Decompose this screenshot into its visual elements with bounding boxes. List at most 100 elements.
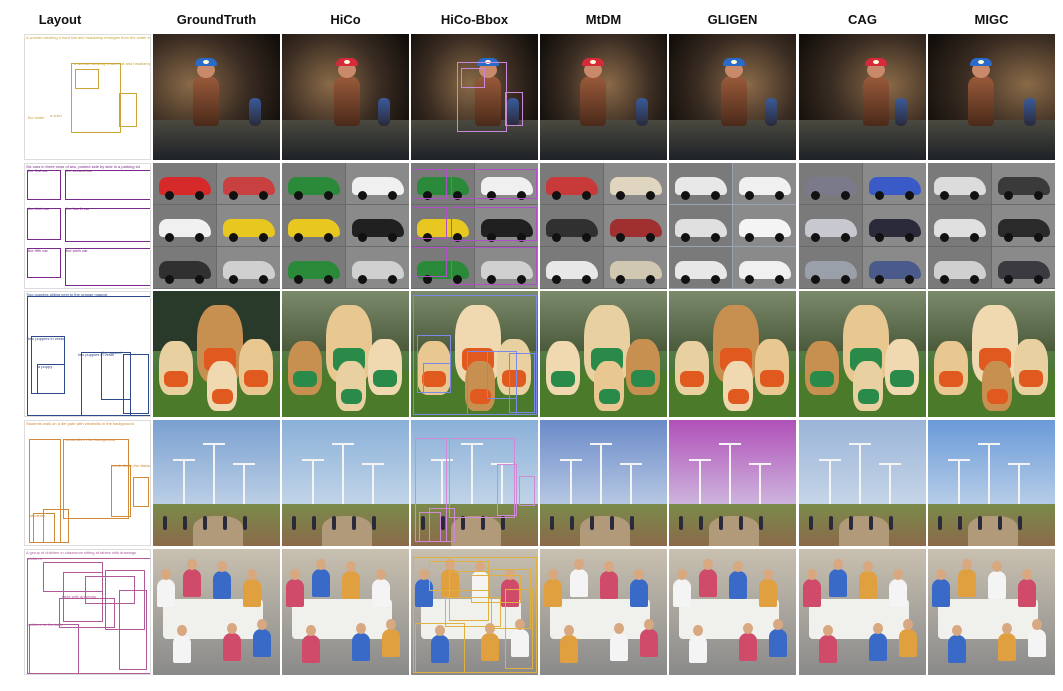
child-head <box>227 623 237 634</box>
layout-box <box>63 439 129 519</box>
wheel <box>711 275 720 284</box>
windmill-tower <box>729 444 731 504</box>
student <box>223 516 227 530</box>
car-body <box>546 261 598 279</box>
child <box>869 633 887 661</box>
child-head <box>386 619 396 630</box>
layout-box-label: a woman wearing a hard hat and headlamp <box>74 61 151 66</box>
child <box>223 633 241 661</box>
layout-box <box>111 465 131 517</box>
windmill-tower <box>958 460 960 504</box>
child <box>1018 579 1036 607</box>
windmill-tower <box>699 460 701 504</box>
child-head <box>376 569 386 580</box>
water <box>669 120 796 160</box>
child <box>769 629 787 657</box>
wheel <box>905 275 914 284</box>
person <box>334 76 360 126</box>
image-groundtruth-dogs <box>153 291 280 417</box>
bbox-overlay <box>413 557 537 673</box>
windmill-blade <box>620 463 642 465</box>
bbox-overlay <box>445 597 501 627</box>
bbox-overlay <box>451 207 537 241</box>
child <box>739 633 757 661</box>
image-hico-bbox-dogs <box>411 291 538 417</box>
windmill-blade <box>560 459 582 461</box>
image-gligen-windmills <box>669 420 796 546</box>
layout-caption: A woman wearing a hard hat and headlamp … <box>26 35 151 40</box>
image-hico-classroom <box>282 549 409 675</box>
water <box>540 120 667 160</box>
bbox-overlay <box>413 247 447 277</box>
child <box>932 579 950 607</box>
student <box>610 516 614 530</box>
dirt-path <box>709 516 759 546</box>
wheel <box>294 233 303 242</box>
vest <box>340 388 362 404</box>
vest <box>293 370 317 387</box>
headlamp <box>978 60 984 64</box>
vest <box>939 370 963 387</box>
wheel <box>1034 275 1043 284</box>
wheel <box>582 275 591 284</box>
child <box>958 569 976 597</box>
child <box>895 98 907 126</box>
car-body <box>998 177 1050 195</box>
person-head <box>197 62 215 78</box>
student <box>958 516 962 530</box>
puppy <box>546 341 580 395</box>
wheel <box>487 191 496 200</box>
child-head <box>1002 623 1012 634</box>
wheel <box>229 233 238 242</box>
child <box>673 579 691 607</box>
student <box>699 516 703 530</box>
wheel <box>646 233 655 242</box>
image-cag-classroom <box>799 549 926 675</box>
column-header-cag: CAG <box>848 12 877 27</box>
bbox-overlay <box>461 68 485 88</box>
windmill-blade <box>362 463 384 465</box>
child <box>372 579 390 607</box>
image-cag-cave <box>799 34 926 160</box>
car-body <box>739 219 791 237</box>
person-head <box>479 62 497 78</box>
layout-box-label: children at the table <box>28 622 63 627</box>
vest <box>164 370 188 387</box>
bbox-overlay <box>457 62 507 132</box>
layout-box <box>43 509 69 543</box>
child <box>829 569 847 597</box>
wheel <box>681 191 690 200</box>
windmill-tower <box>600 444 602 504</box>
child <box>630 579 648 607</box>
child-head <box>873 623 883 634</box>
layout-cell-classroom: A group of children in classroom sitting… <box>24 549 151 675</box>
layout-box-label: the fifth car <box>28 248 48 253</box>
layout-box-label: the sixth car <box>66 248 88 253</box>
layout-box <box>65 248 150 286</box>
student <box>550 516 554 530</box>
image-gligen-classroom <box>669 549 796 675</box>
child-head <box>604 561 614 572</box>
student <box>332 516 336 530</box>
windmill-tower <box>312 460 314 504</box>
image-hico-windmills <box>282 420 409 546</box>
car-body <box>223 261 275 279</box>
windmill-tower <box>372 464 374 504</box>
puppy <box>207 361 237 411</box>
wheel <box>517 191 526 200</box>
bbox-overlay <box>449 438 515 518</box>
puppy <box>159 341 193 395</box>
wheel <box>453 191 462 200</box>
dirt-path <box>322 516 372 546</box>
layout-box <box>63 572 103 622</box>
layout-box <box>27 248 61 278</box>
wheel <box>875 275 884 284</box>
person-head <box>338 62 356 78</box>
wheel <box>1004 233 1013 242</box>
child <box>507 98 519 126</box>
column-header-migc: MIGC <box>974 12 1009 27</box>
puppy <box>594 361 624 411</box>
layout-box-label: windmills in the background <box>66 437 116 442</box>
windmill-tower <box>829 460 831 504</box>
child-head <box>435 625 445 636</box>
